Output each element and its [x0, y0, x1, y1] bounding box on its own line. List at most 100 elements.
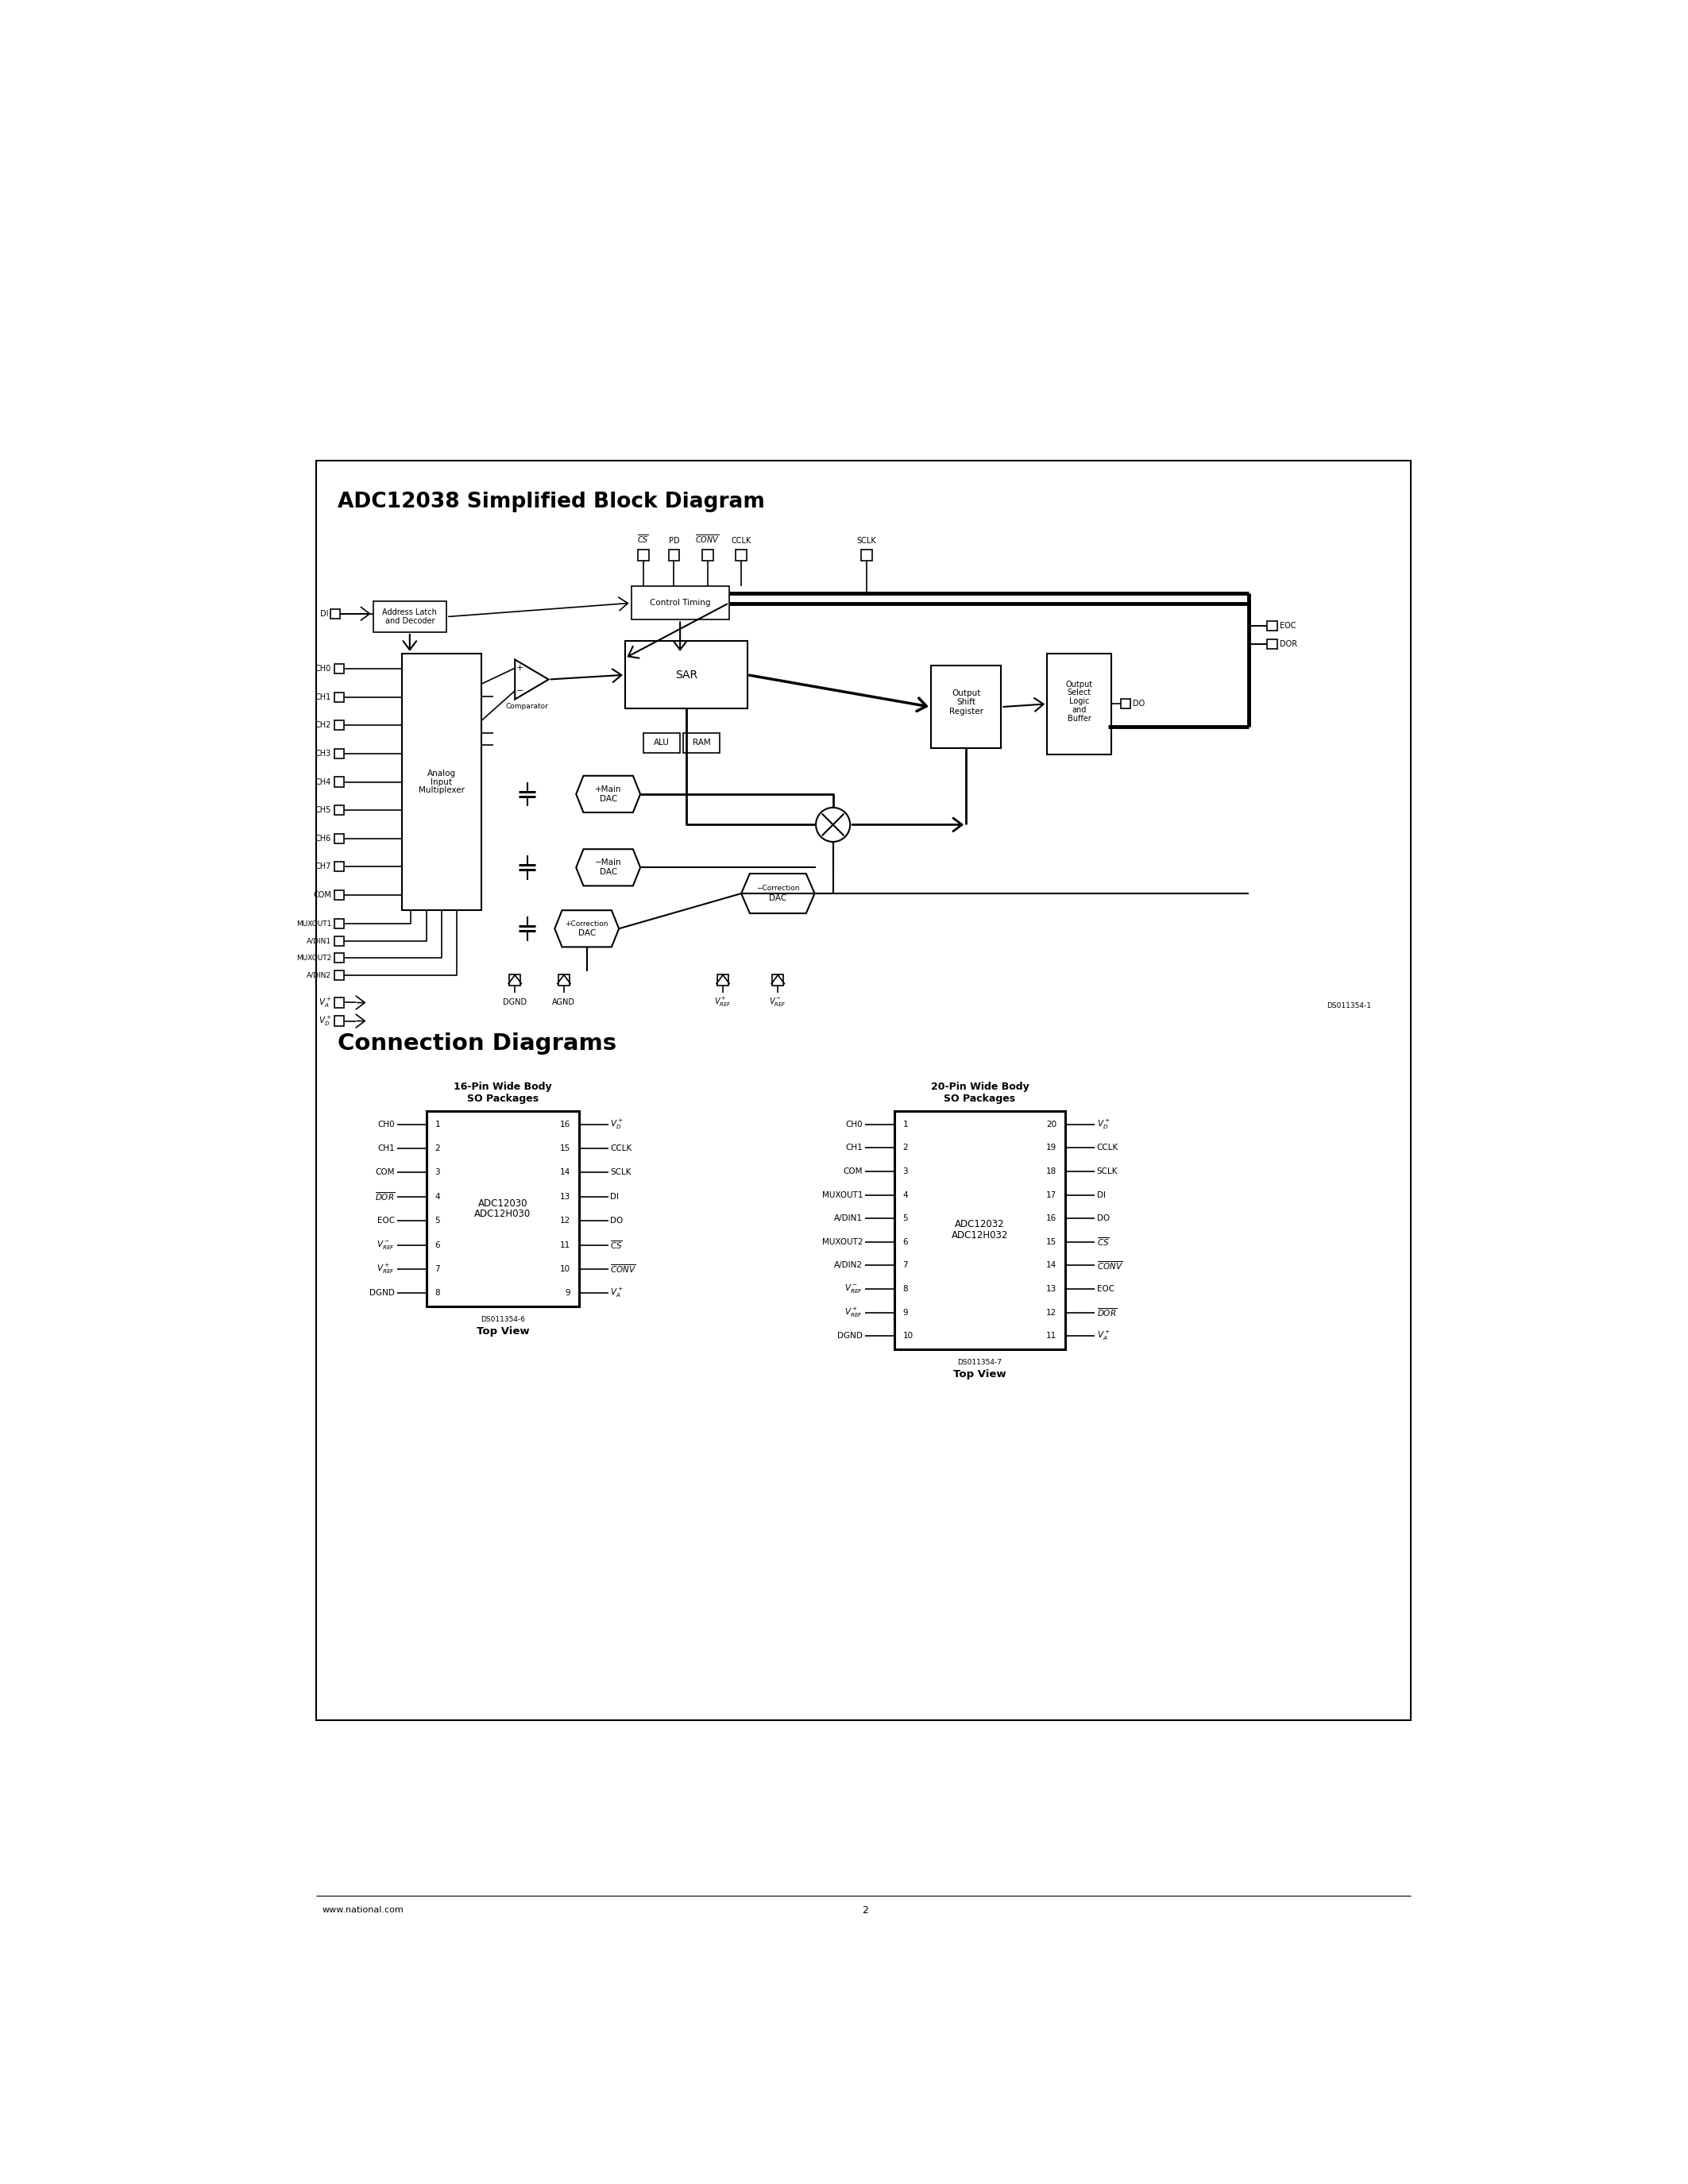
Bar	[334, 778, 344, 786]
Bar	[334, 891, 344, 900]
Bar	[684, 734, 719, 753]
Bar	[334, 664, 344, 673]
Text: 19: 19	[1047, 1144, 1057, 1151]
Text: 3: 3	[436, 1168, 441, 1177]
Text: Multiplexer: Multiplexer	[419, 786, 464, 795]
Bar	[1268, 640, 1278, 649]
Bar	[334, 998, 344, 1007]
Text: Top View: Top View	[954, 1369, 1006, 1380]
Text: CH0: CH0	[316, 664, 331, 673]
Text: 1: 1	[903, 1120, 908, 1129]
Text: A/DIN2: A/DIN2	[307, 972, 331, 978]
Text: A/DIN1: A/DIN1	[834, 1214, 863, 1223]
Text: +Main: +Main	[594, 786, 621, 793]
Text: 5: 5	[903, 1214, 908, 1223]
Text: $V_{REF}^-$: $V_{REF}^-$	[770, 996, 787, 1009]
Text: 12: 12	[1047, 1308, 1057, 1317]
Text: CH2: CH2	[316, 721, 331, 729]
Text: 3: 3	[903, 1168, 908, 1175]
Bar	[334, 1016, 344, 1026]
Text: Top View: Top View	[476, 1326, 528, 1337]
Text: RAM: RAM	[692, 738, 711, 747]
Text: 5: 5	[436, 1216, 441, 1225]
Text: DI: DI	[321, 609, 329, 618]
Text: +Correction: +Correction	[565, 919, 608, 928]
Text: DGND: DGND	[837, 1332, 863, 1339]
Text: CH1: CH1	[846, 1144, 863, 1151]
Bar	[334, 692, 344, 701]
Text: −Main: −Main	[594, 858, 621, 867]
Text: −Correction: −Correction	[756, 885, 800, 891]
Bar	[631, 585, 729, 620]
Text: +: +	[517, 664, 523, 673]
Text: Comparator: Comparator	[506, 703, 549, 710]
Text: DAC: DAC	[770, 895, 787, 902]
Text: Output: Output	[952, 690, 981, 697]
Text: ALU: ALU	[653, 738, 670, 747]
Bar	[427, 1112, 579, 1306]
Text: 4: 4	[903, 1190, 908, 1199]
Bar	[334, 721, 344, 729]
Bar	[717, 974, 729, 985]
Text: $V_A^+$: $V_A^+$	[1097, 1330, 1109, 1343]
Text: MUXOUT1: MUXOUT1	[822, 1190, 863, 1199]
Text: 15: 15	[560, 1144, 571, 1153]
Text: CH7: CH7	[316, 863, 331, 871]
Text: 2: 2	[861, 1904, 868, 1915]
Text: DO: DO	[1097, 1214, 1109, 1223]
Text: 9: 9	[565, 1289, 571, 1297]
Text: 11: 11	[560, 1241, 571, 1249]
Text: Input: Input	[430, 778, 452, 786]
Text: −: −	[517, 686, 523, 695]
Text: $\overline{CS}$: $\overline{CS}$	[638, 533, 650, 544]
Text: 20: 20	[1047, 1120, 1057, 1129]
Text: CCLK: CCLK	[611, 1144, 631, 1153]
Bar	[334, 937, 344, 946]
Text: Select: Select	[1067, 688, 1090, 697]
Text: MUXOUT1: MUXOUT1	[295, 919, 331, 928]
Text: $V_{REF}^+$: $V_{REF}^+$	[844, 1306, 863, 1319]
Text: SCLK: SCLK	[858, 537, 876, 544]
Text: and: and	[1072, 705, 1087, 714]
Text: DO: DO	[611, 1216, 623, 1225]
Text: CH4: CH4	[316, 778, 331, 786]
Text: ADC12038 Simplified Block Diagram: ADC12038 Simplified Block Diagram	[338, 491, 765, 511]
Text: AGND: AGND	[552, 998, 576, 1007]
Text: Shift: Shift	[957, 699, 976, 705]
Text: $V_D^+$: $V_D^+$	[1097, 1118, 1109, 1131]
Text: EOC: EOC	[1097, 1284, 1114, 1293]
Text: and Decoder: and Decoder	[385, 618, 434, 625]
Text: DI: DI	[611, 1192, 619, 1201]
Bar	[331, 609, 339, 618]
Text: www.national.com: www.national.com	[322, 1907, 403, 1913]
Text: ADC12032: ADC12032	[955, 1219, 1004, 1230]
Bar	[373, 601, 446, 631]
Text: CH0: CH0	[378, 1120, 395, 1129]
Text: EOC: EOC	[1280, 622, 1296, 629]
Text: 14: 14	[1047, 1262, 1057, 1269]
Text: 10: 10	[560, 1265, 571, 1273]
Text: Register: Register	[949, 708, 982, 716]
Text: DAC: DAC	[577, 930, 596, 937]
Bar	[334, 919, 344, 928]
Text: SCLK: SCLK	[611, 1168, 631, 1177]
Text: DGND: DGND	[503, 998, 527, 1007]
Text: Logic: Logic	[1069, 697, 1089, 705]
Text: $\overline{DOR}$: $\overline{DOR}$	[375, 1190, 395, 1203]
Text: $\overline{DOR}$: $\overline{DOR}$	[1097, 1306, 1117, 1319]
Text: Output: Output	[1065, 681, 1092, 688]
Text: $V_{REF}^+$: $V_{REF}^+$	[376, 1262, 395, 1275]
Text: CCLK: CCLK	[1097, 1144, 1117, 1151]
Text: 11: 11	[1047, 1332, 1057, 1339]
Bar	[930, 666, 1001, 749]
Text: COM: COM	[376, 1168, 395, 1177]
Text: 8: 8	[903, 1284, 908, 1293]
Text: 7: 7	[903, 1262, 908, 1269]
Text: Analog: Analog	[427, 769, 456, 778]
Text: 16-Pin Wide Body: 16-Pin Wide Body	[454, 1081, 552, 1092]
Text: 13: 13	[560, 1192, 571, 1201]
Text: 2: 2	[436, 1144, 441, 1153]
Bar	[1268, 620, 1278, 631]
Text: 4: 4	[436, 1192, 441, 1201]
Text: DAC: DAC	[599, 869, 618, 876]
